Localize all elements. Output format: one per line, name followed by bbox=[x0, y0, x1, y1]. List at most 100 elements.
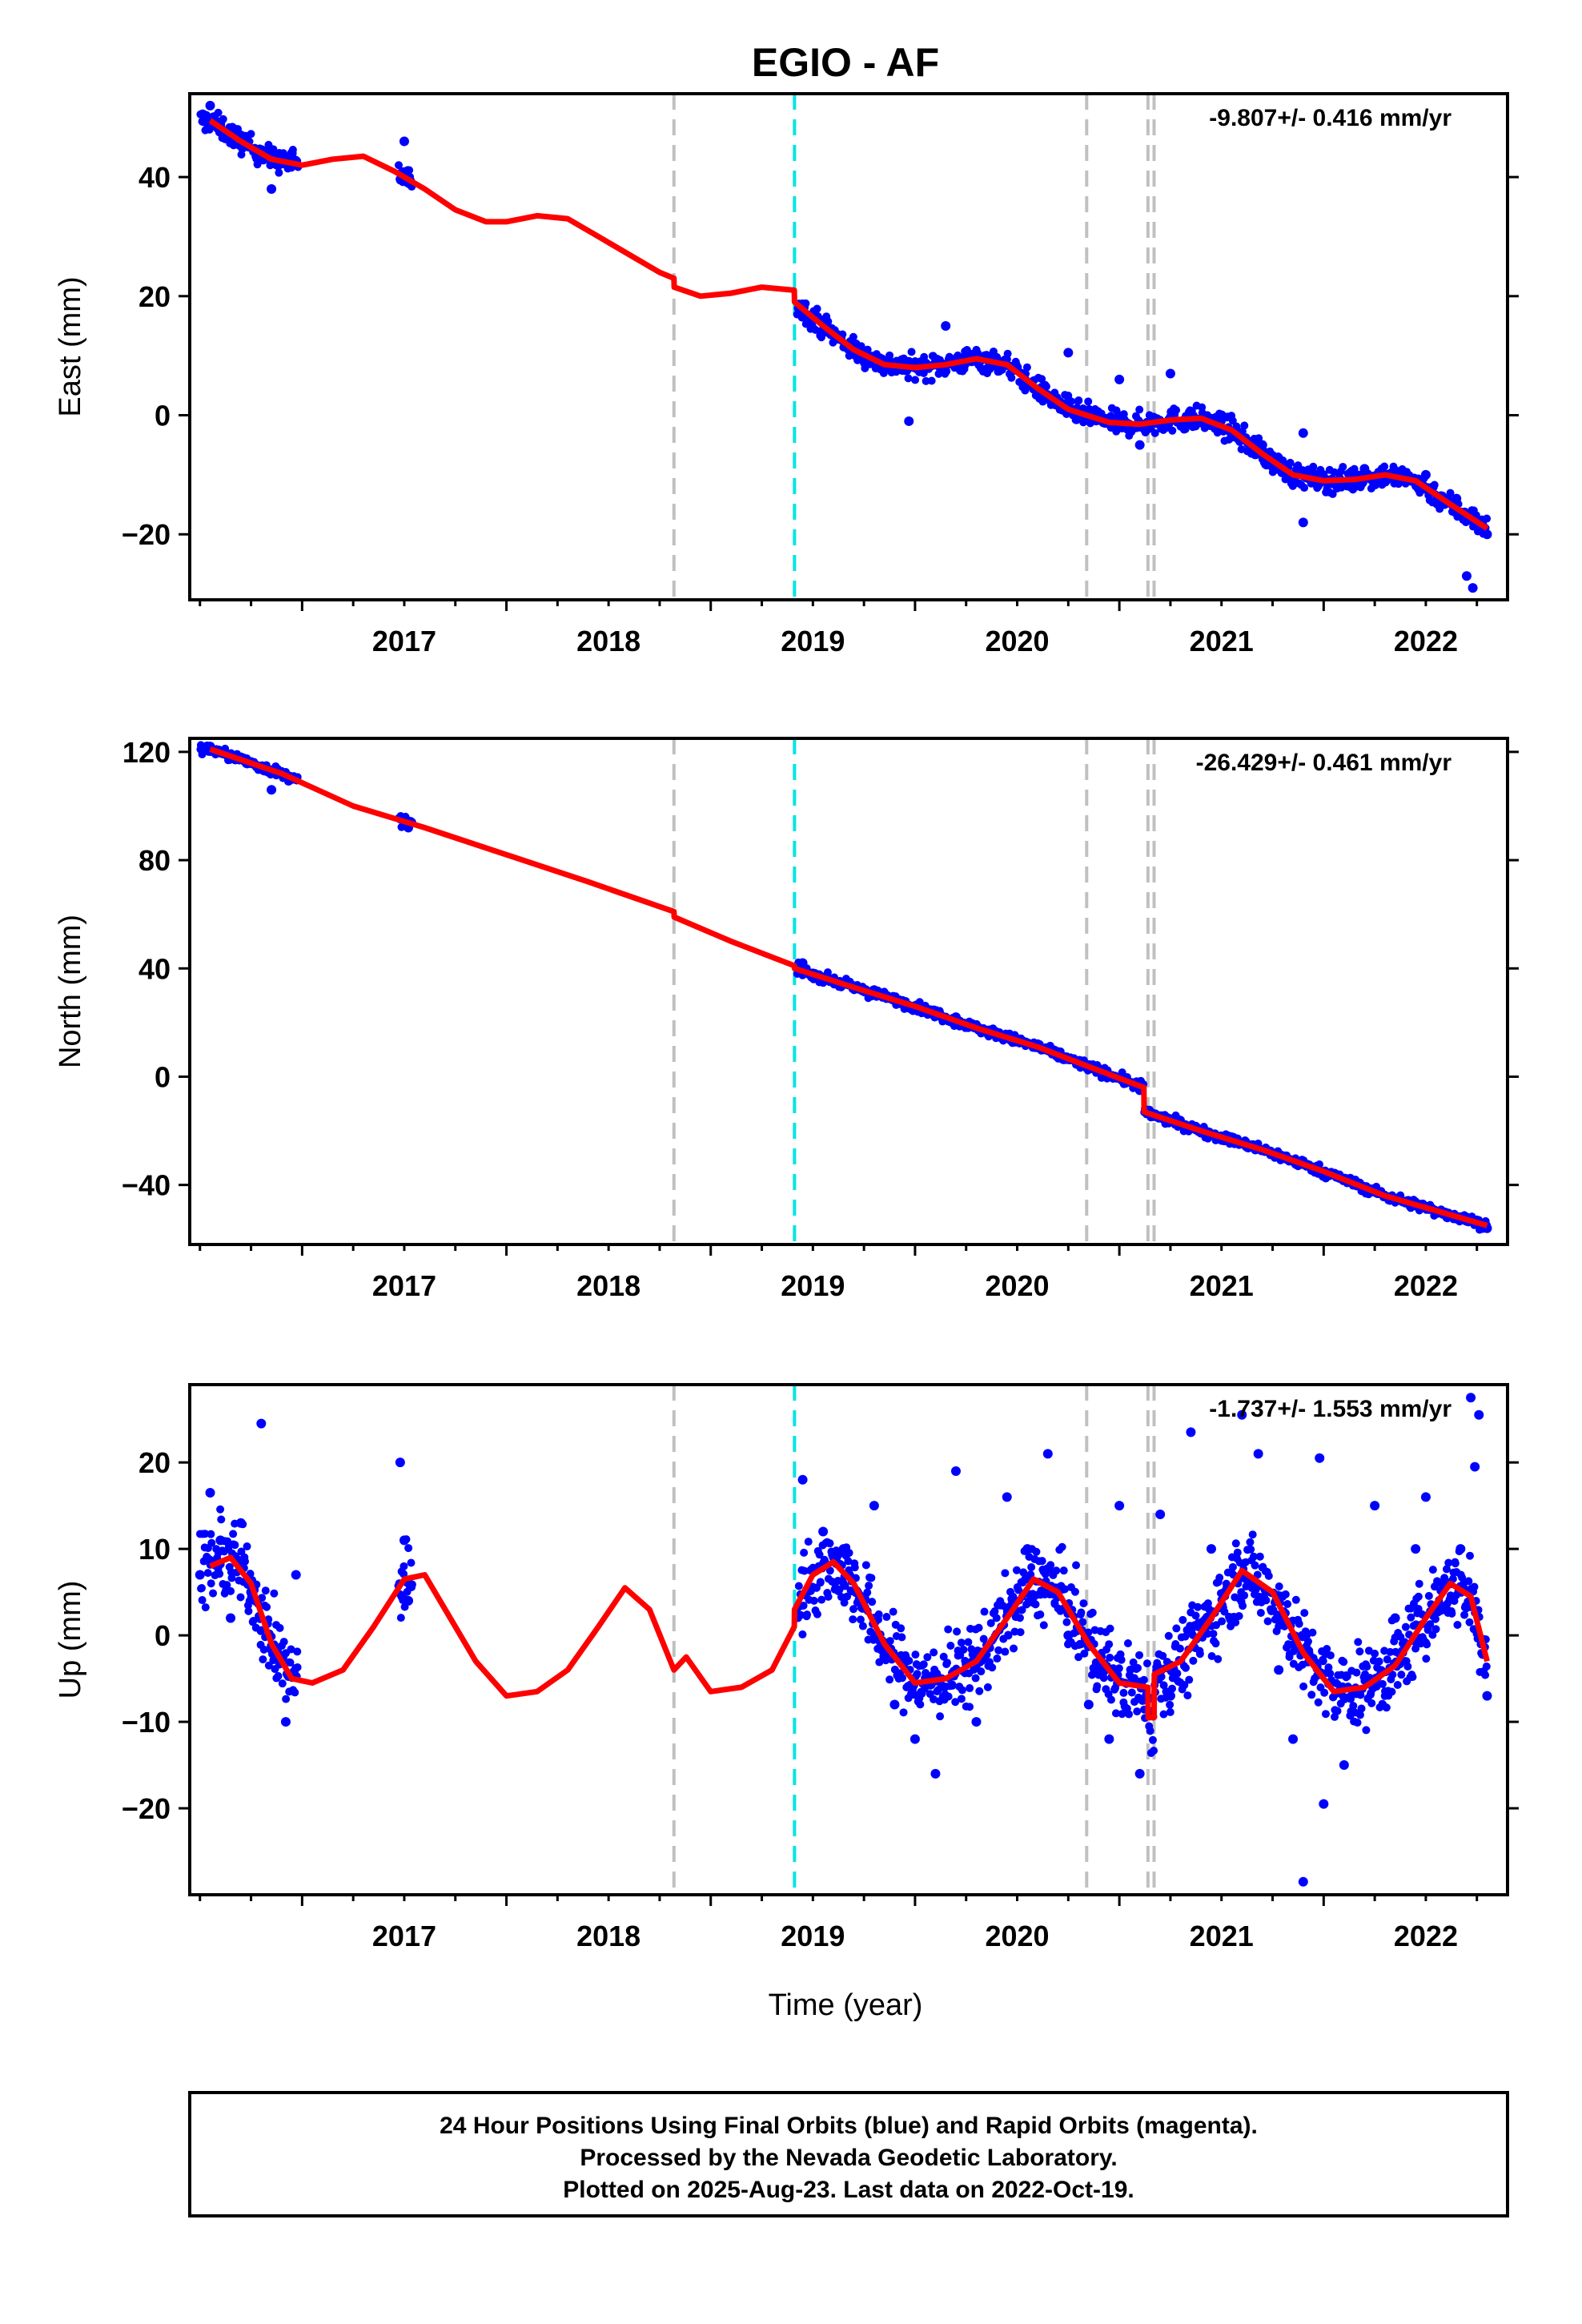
data-point bbox=[1063, 1630, 1074, 1641]
data-point bbox=[915, 998, 924, 1007]
data-point bbox=[1393, 1681, 1402, 1690]
model-line bbox=[209, 746, 1488, 1228]
data-point bbox=[815, 1550, 824, 1559]
data-point bbox=[249, 1616, 258, 1625]
data-point bbox=[1235, 1611, 1243, 1620]
footer-line-2: Processed by the Nevada Geodetic Laborat… bbox=[580, 2145, 1117, 2171]
data-point bbox=[1328, 489, 1337, 498]
data-point bbox=[1411, 1644, 1420, 1653]
footer-box: 24 Hour Positions Using Final Orbits (bl… bbox=[188, 2091, 1509, 2217]
data-point bbox=[1070, 1587, 1079, 1596]
data-point bbox=[1408, 1673, 1417, 1682]
footer-frame bbox=[188, 2091, 1509, 2217]
y-axis-label: North (mm) bbox=[54, 915, 87, 1068]
panels: 2017 2018 2019 2020 2021 2022 −20 0 20 40 East (mm… bbox=[54, 92, 1519, 1952]
data-point bbox=[813, 304, 821, 313]
data-point bbox=[957, 1638, 966, 1647]
data-point bbox=[1291, 1595, 1300, 1604]
data-point bbox=[849, 1615, 857, 1624]
data-point bbox=[400, 1570, 408, 1578]
data-point bbox=[800, 1548, 809, 1557]
data-point bbox=[1228, 416, 1237, 425]
data-point bbox=[825, 1539, 834, 1548]
data-point bbox=[1119, 1688, 1128, 1697]
data-point bbox=[1042, 382, 1050, 391]
y-tick-label: 0 bbox=[155, 1060, 171, 1093]
data-point bbox=[1320, 1688, 1329, 1697]
data-point bbox=[1414, 1592, 1423, 1601]
y-tick-label: 40 bbox=[139, 952, 171, 985]
data-point bbox=[797, 1474, 808, 1485]
data-point bbox=[216, 1505, 225, 1514]
data-point bbox=[944, 1625, 953, 1634]
data-point bbox=[966, 1703, 974, 1711]
data-point bbox=[227, 1574, 236, 1582]
data-point bbox=[927, 376, 936, 385]
data-point bbox=[404, 1595, 414, 1606]
x-tick-label: 2019 bbox=[781, 1920, 845, 1952]
data-point bbox=[278, 1679, 287, 1688]
data-point bbox=[817, 333, 825, 342]
data-point bbox=[1283, 1600, 1292, 1609]
data-point bbox=[875, 1658, 884, 1667]
data-point bbox=[291, 1570, 301, 1580]
data-point bbox=[990, 1607, 999, 1616]
data-point bbox=[957, 1695, 966, 1703]
data-point bbox=[1428, 1566, 1437, 1574]
data-point bbox=[1330, 468, 1339, 476]
data-point bbox=[921, 376, 930, 385]
data-point bbox=[1114, 1501, 1125, 1511]
data-point bbox=[227, 1586, 235, 1595]
data-point bbox=[1019, 1568, 1028, 1577]
y-axis-label: Up (mm) bbox=[54, 1581, 87, 1699]
x-tick-label: 2022 bbox=[1394, 625, 1458, 657]
data-point bbox=[1026, 1570, 1035, 1579]
data-point bbox=[1300, 1609, 1309, 1618]
data-point bbox=[850, 1563, 859, 1572]
x-tick-label: 2019 bbox=[781, 1269, 845, 1302]
data-point bbox=[794, 1582, 803, 1590]
x-tick-label: 2022 bbox=[1394, 1920, 1458, 1952]
data-point bbox=[923, 1653, 932, 1662]
data-point bbox=[939, 1652, 948, 1661]
data-point bbox=[1178, 1615, 1187, 1624]
data-point bbox=[1003, 349, 1012, 358]
observation-cloud bbox=[195, 1505, 1491, 1757]
data-point bbox=[1074, 1653, 1083, 1662]
data-point bbox=[799, 1601, 808, 1610]
data-point bbox=[824, 317, 833, 326]
x-tick-label: 2017 bbox=[372, 625, 436, 657]
velocity-annotation: -9.807+/- 0.416 mm/yr bbox=[1209, 105, 1452, 131]
data-point bbox=[998, 365, 1006, 374]
data-point bbox=[197, 1584, 206, 1593]
plot-frame bbox=[188, 92, 1509, 601]
data-point bbox=[1106, 1695, 1115, 1704]
data-point bbox=[1159, 1681, 1168, 1690]
data-point bbox=[1298, 428, 1308, 438]
data-point bbox=[1133, 1707, 1142, 1716]
data-point bbox=[1482, 1691, 1492, 1701]
data-point bbox=[1308, 1628, 1317, 1637]
data-point bbox=[1309, 462, 1318, 471]
data-point bbox=[897, 1624, 905, 1633]
data-point bbox=[936, 1712, 945, 1721]
data-point bbox=[198, 1596, 207, 1605]
model-line bbox=[208, 118, 1489, 531]
plot-frame bbox=[188, 737, 1509, 1246]
data-point bbox=[1383, 1655, 1391, 1664]
data-point bbox=[1321, 1710, 1330, 1719]
data-point bbox=[798, 1630, 807, 1638]
data-point bbox=[1453, 1620, 1462, 1629]
data-point bbox=[1464, 1577, 1473, 1586]
x-tick-label: 2022 bbox=[1394, 1269, 1458, 1302]
data-point bbox=[275, 168, 283, 177]
y-tick-label: 20 bbox=[139, 1446, 171, 1479]
footer-line-3: Plotted on 2025-Aug-23. Last data on 202… bbox=[563, 2177, 1134, 2203]
data-point bbox=[1262, 1596, 1271, 1605]
data-point bbox=[958, 1686, 966, 1695]
data-point bbox=[1181, 424, 1190, 433]
data-point bbox=[1362, 1726, 1371, 1735]
data-point bbox=[1038, 1557, 1046, 1566]
y-tick-label: 0 bbox=[155, 1619, 171, 1652]
data-point bbox=[1186, 1427, 1196, 1437]
